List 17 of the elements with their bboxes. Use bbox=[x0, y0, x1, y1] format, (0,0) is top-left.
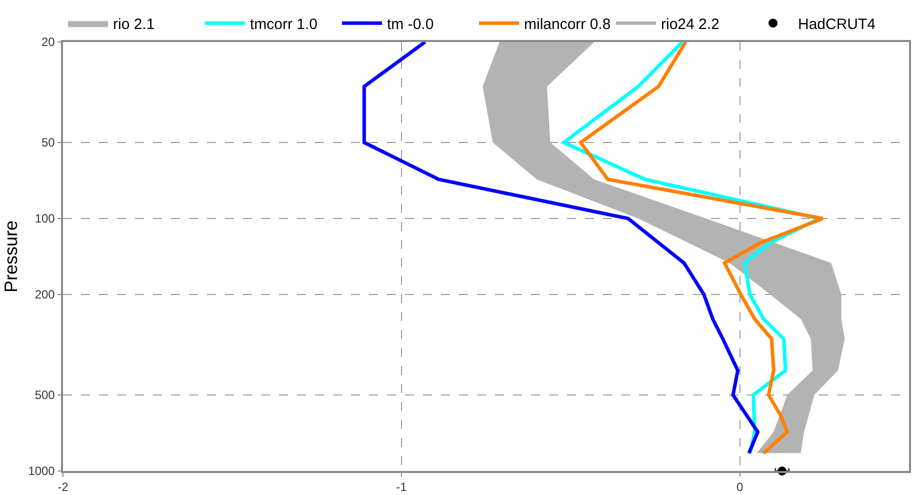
x-tick-label: -1 bbox=[396, 480, 408, 494]
legend-label: tmcorr 1.0 bbox=[250, 16, 318, 33]
y-tick-label: 100 bbox=[34, 212, 56, 226]
legend-label: rio24 2.2 bbox=[661, 16, 720, 33]
legend-label: rio 2.1 bbox=[113, 16, 155, 33]
legend-label: tm -0.0 bbox=[387, 16, 434, 33]
y-tick-label: 50 bbox=[41, 136, 56, 150]
x-tick-label: 0 bbox=[736, 480, 744, 494]
y-tick-label: 1000 bbox=[28, 464, 56, 478]
y-tick-label: 200 bbox=[34, 288, 56, 302]
y-tick-label: 500 bbox=[34, 388, 56, 402]
line-series bbox=[362, 42, 760, 455]
y-axis-title: Pressure bbox=[0, 220, 21, 293]
x-tick-label: -2 bbox=[58, 480, 69, 494]
legend-label: HadCRUT4 bbox=[798, 16, 876, 33]
legend-label: milancorr 0.8 bbox=[524, 16, 611, 33]
y-tick-label: 20 bbox=[41, 35, 56, 50]
